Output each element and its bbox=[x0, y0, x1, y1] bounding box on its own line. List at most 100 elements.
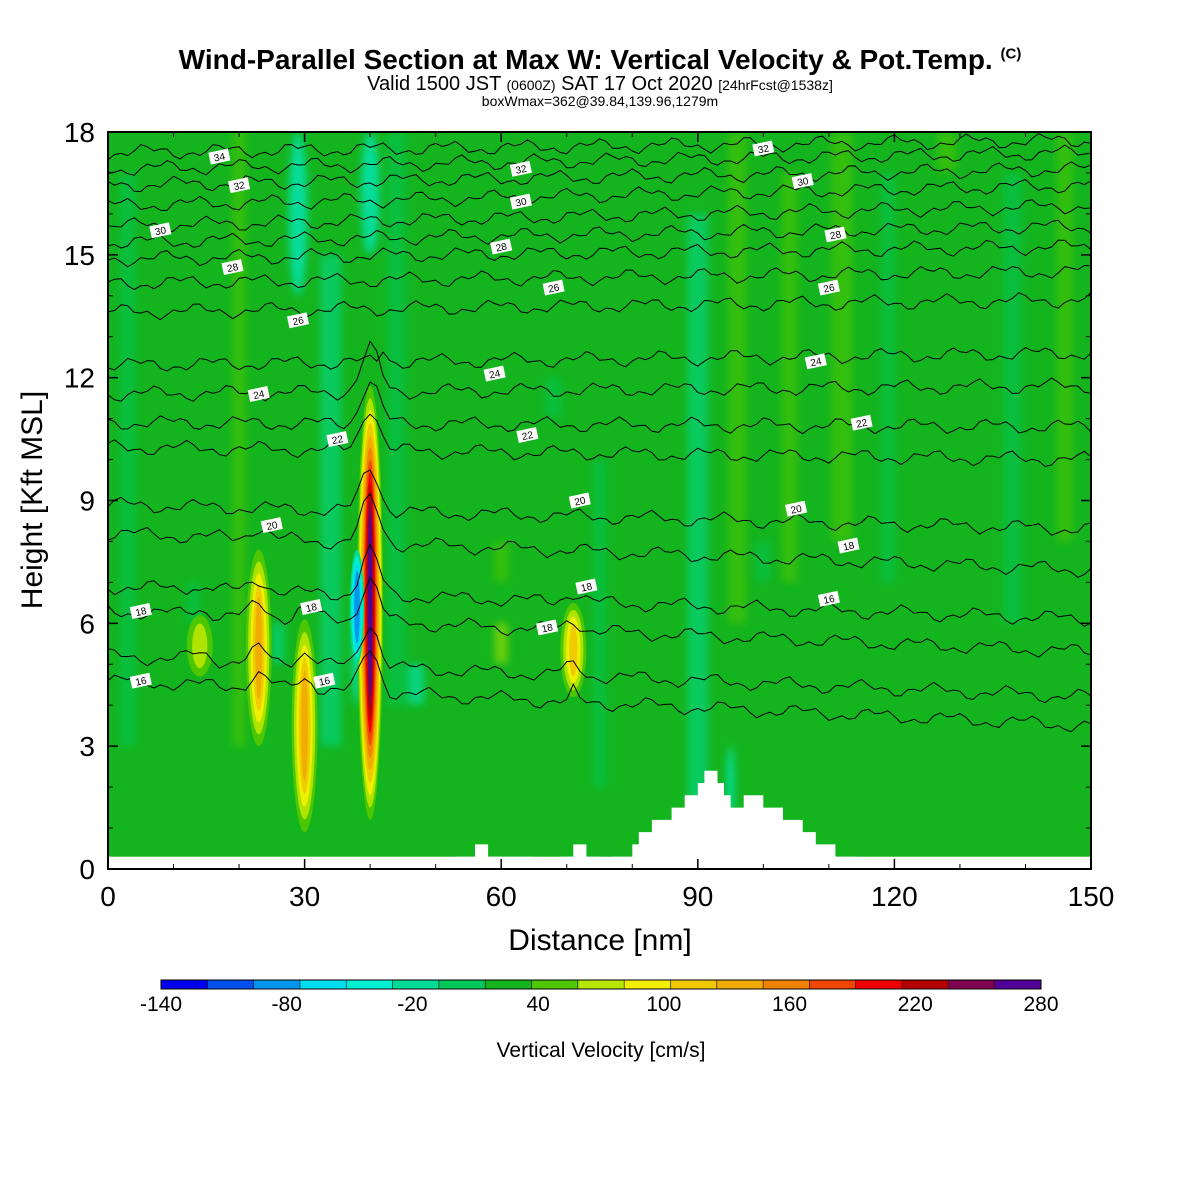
contour-label-32: 32 bbox=[228, 177, 251, 194]
y-tick-label: 15 bbox=[64, 240, 95, 271]
contour-label-18: 18 bbox=[575, 578, 598, 595]
velocity-streak bbox=[1003, 172, 1022, 624]
contour-label-text: 16 bbox=[823, 594, 837, 607]
colorbar-swatch bbox=[716, 980, 764, 989]
x-tick-label: 90 bbox=[682, 881, 713, 912]
contour-label-18: 18 bbox=[536, 619, 559, 635]
y-axis-label: Height [Kft MSL] bbox=[16, 391, 49, 609]
velocity-streak bbox=[881, 172, 895, 583]
contour-label-bg bbox=[208, 148, 231, 165]
contour-label-bg bbox=[542, 279, 565, 296]
contour-label-bg bbox=[850, 414, 873, 431]
contour-label-text: 30 bbox=[515, 196, 529, 209]
isentrope-22 bbox=[108, 381, 1091, 435]
contour-label-text: 24 bbox=[810, 356, 824, 369]
contour-label-bg bbox=[824, 226, 847, 243]
isentrope-22 bbox=[108, 413, 1091, 468]
contour-label-bg bbox=[300, 599, 323, 615]
contour-label-text: 26 bbox=[547, 282, 561, 295]
contour-label-28: 28 bbox=[824, 226, 847, 243]
isentrope-18 bbox=[108, 542, 1091, 627]
contour-label-text: 26 bbox=[292, 315, 306, 328]
x-tick-label: 150 bbox=[1068, 881, 1115, 912]
velocity-streak bbox=[119, 172, 136, 747]
colorbar-tick-label: -140 bbox=[140, 993, 182, 1016]
contour-label-text: 32 bbox=[233, 180, 247, 193]
isentrope-30 bbox=[108, 199, 1091, 233]
contour-label-bg bbox=[313, 672, 336, 689]
downdraft-streak bbox=[360, 132, 380, 255]
isentrope-28 bbox=[108, 219, 1091, 249]
contour-label-28: 28 bbox=[221, 259, 244, 276]
y-tick-label: 0 bbox=[79, 854, 95, 885]
isentrope-layer bbox=[108, 133, 1091, 733]
x-axis-label: Distance [nm] bbox=[508, 924, 691, 957]
valid-time: Valid 1500 JST (0600Z) SAT 17 Oct 2020 [… bbox=[367, 73, 833, 95]
contour-label-text: 34 bbox=[213, 151, 227, 164]
velocity-streak bbox=[320, 254, 342, 747]
contour-label-text: 28 bbox=[829, 229, 843, 242]
isentrope-18 bbox=[108, 576, 1091, 658]
y-tick-label: 18 bbox=[64, 117, 95, 148]
velocity-streak bbox=[687, 213, 709, 829]
contour-label-16: 16 bbox=[817, 590, 840, 607]
colorbar-swatch bbox=[809, 980, 857, 989]
contour-label-16: 16 bbox=[129, 672, 152, 689]
contour-label-text: 18 bbox=[305, 602, 319, 615]
contour-label-bg bbox=[791, 173, 814, 190]
terrain-base bbox=[108, 856, 1091, 869]
contour-label-bg bbox=[785, 500, 808, 517]
contour-label-layer: 34 32 30 28 26 24 22 20 18 18 16 16 32 30 28 26 24 22 20 18… bbox=[129, 140, 873, 689]
isentrope-26 bbox=[108, 291, 1091, 321]
contour-label-text: 20 bbox=[790, 504, 804, 517]
contour-label-bg bbox=[286, 312, 310, 329]
velocity-streak bbox=[408, 664, 424, 705]
chart-title: Wind-Parallel Section at Max W: Vertical… bbox=[178, 44, 1022, 75]
contour-label-32: 32 bbox=[509, 160, 532, 177]
colorbar-swatch bbox=[207, 980, 255, 989]
isentrope-24 bbox=[108, 347, 1091, 372]
contour-label-34: 34 bbox=[208, 148, 231, 165]
contour-label-text: 24 bbox=[488, 368, 502, 381]
contour-label-20: 20 bbox=[568, 492, 591, 509]
contour-label-text: 26 bbox=[823, 282, 837, 295]
velocity-streak bbox=[545, 377, 562, 418]
velocity-streak bbox=[493, 541, 509, 582]
contour-label-bg bbox=[483, 365, 506, 382]
box-info: boxWmax=362@39.84,139.96,1279m bbox=[481, 93, 719, 109]
updraft-core bbox=[569, 623, 578, 677]
contour-label-16: 16 bbox=[313, 672, 336, 689]
contour-label-bg bbox=[837, 537, 860, 554]
colorbar-swatch bbox=[577, 980, 625, 989]
contour-label-24: 24 bbox=[483, 365, 506, 382]
contour-label-20: 20 bbox=[260, 517, 283, 534]
x-tick-label: 30 bbox=[289, 881, 320, 912]
y-tick-label: 12 bbox=[64, 363, 95, 394]
velocity-streak bbox=[592, 459, 607, 788]
colorbar-swatch bbox=[994, 980, 1042, 989]
updraft-core bbox=[192, 623, 208, 669]
contour-label-24: 24 bbox=[247, 386, 270, 402]
isentrope-20 bbox=[108, 469, 1091, 536]
contour-label-text: 30 bbox=[154, 225, 168, 238]
colorbar-label: Vertical Velocity [cm/s] bbox=[497, 1039, 706, 1062]
colorbar: -140 -80 -20 40 100 160 220 280 bbox=[140, 979, 1059, 1016]
contour-label-bg bbox=[804, 353, 827, 370]
downdraft-core bbox=[354, 570, 360, 644]
velocity-streak bbox=[727, 132, 747, 624]
contour-label-20: 20 bbox=[785, 500, 808, 517]
contour-label-18: 18 bbox=[129, 603, 152, 619]
contour-label-bg bbox=[221, 259, 244, 276]
isentrope-32 bbox=[108, 144, 1091, 176]
contour-label-bg bbox=[228, 177, 251, 194]
contour-label-text: 16 bbox=[318, 676, 332, 689]
contour-label-22: 22 bbox=[326, 431, 349, 447]
contour-label-text: 32 bbox=[515, 164, 529, 177]
contour-label-bg bbox=[129, 603, 152, 619]
contour-label-22: 22 bbox=[516, 427, 539, 443]
contour-label-18: 18 bbox=[837, 537, 860, 554]
isentrope-20 bbox=[108, 492, 1091, 578]
velocity-streak bbox=[1056, 132, 1073, 542]
contour-label-bg bbox=[260, 517, 283, 534]
